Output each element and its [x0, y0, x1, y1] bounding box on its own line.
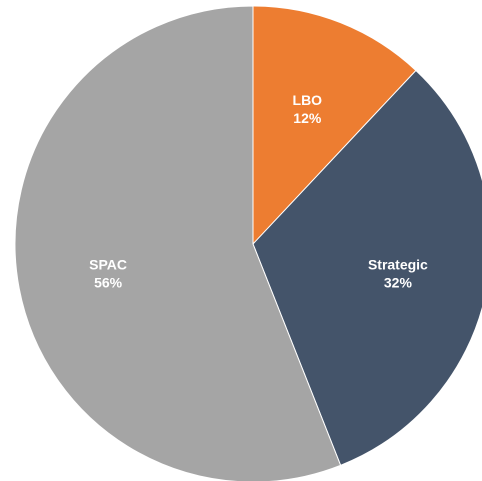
slice-label-lbo: LBO: [293, 92, 323, 108]
slice-label-spac: SPAC: [89, 257, 127, 273]
slice-value-lbo: 12%: [293, 110, 322, 126]
pie-slices: [14, 5, 482, 481]
pie-slice-strategic: [252, 69, 482, 466]
slice-label-strategic: Strategic: [368, 257, 428, 273]
pie-labels: LBO 12% Strategic 32% SPAC 56%: [89, 92, 428, 291]
pie-slice-spac: [14, 5, 342, 481]
slice-value-spac: 56%: [94, 275, 123, 291]
slice-value-strategic: 32%: [384, 275, 413, 291]
pie-slice-lbo: [252, 5, 417, 246]
